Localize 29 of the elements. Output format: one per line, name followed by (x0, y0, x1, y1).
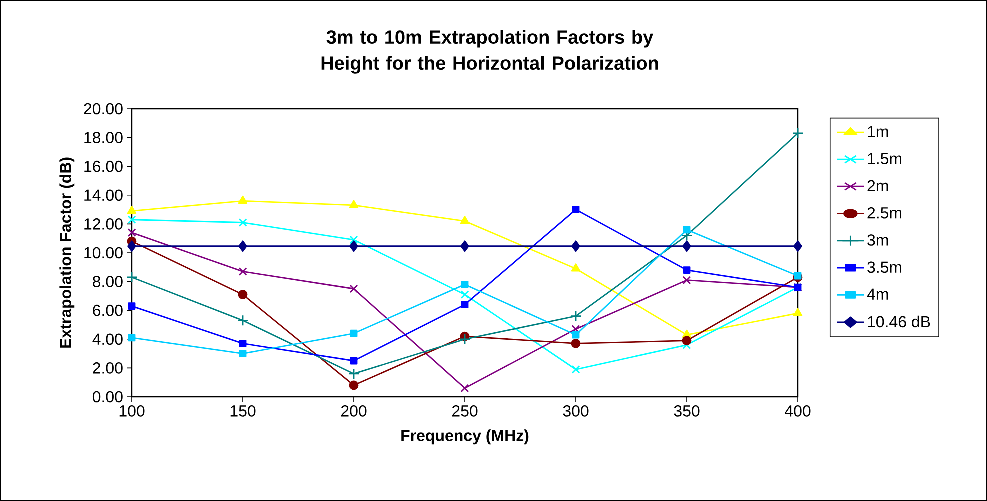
x-tick-label: 150 (230, 406, 256, 417)
legend-label: 2.5m (868, 207, 902, 219)
x-tick-label: 100 (120, 406, 145, 417)
chart-title: 3m to 10m Extrapolation Factors by Height for the Horizontal Polarization (322, 30, 658, 74)
x-axis-title: Frequency (MHz) (402, 430, 529, 445)
y-tick-label: 18.00 (84, 132, 123, 144)
y-axis-title: Extrapolation Factor (dB) (60, 158, 75, 348)
y-tick-label: 8.00 (93, 276, 123, 288)
legend-label: 3.5m (868, 262, 902, 274)
legend-label: 1.5m (868, 153, 902, 164)
y-tick-label: 12.00 (84, 218, 123, 230)
legend-label: 10.46 dB (868, 316, 930, 328)
legend-label: 4m (867, 288, 888, 300)
y-tick-label: 16.00 (84, 160, 123, 172)
x-tick-label: 300 (563, 406, 589, 417)
y-tick-label: 2.00 (93, 362, 123, 374)
x-tick-label: 250 (452, 406, 478, 417)
x-tick-label: 200 (341, 406, 367, 417)
y-tick-label: 0.00 (92, 391, 123, 403)
y-tick-label: 6.00 (93, 304, 123, 316)
y-tick-label: 4.00 (92, 334, 123, 346)
y-tick-label: 10.00 (84, 247, 123, 259)
legend-label: 2m (868, 180, 888, 192)
legend-label: 1m (868, 126, 888, 138)
y-tick-label: 20.00 (84, 103, 123, 115)
y-tick-label: 14.00 (84, 190, 123, 202)
x-tick-label: 350 (674, 406, 700, 417)
legend-label: 3m (868, 234, 888, 246)
x-tick-label: 400 (785, 406, 811, 417)
